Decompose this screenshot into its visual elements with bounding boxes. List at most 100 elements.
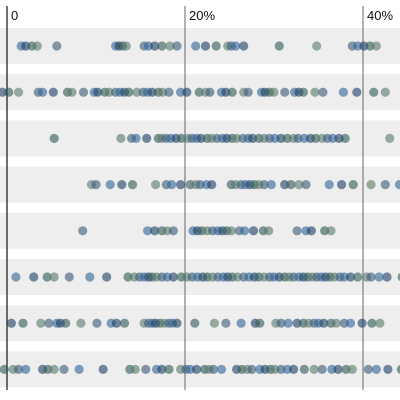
data-point [292,318,302,328]
data-point [11,272,21,282]
data-point [294,180,304,190]
data-point [192,364,202,374]
data-point [240,226,250,236]
data-point [338,87,348,97]
data-point [124,87,134,97]
data-point [337,180,347,190]
data-point [117,180,127,190]
data-point [119,318,130,328]
data-point [209,318,219,328]
data-point [150,41,160,51]
data-point [357,318,367,328]
data-point [266,180,276,190]
data-point [4,87,14,97]
data-point [52,41,62,51]
data-point [157,41,167,51]
data-point [243,87,253,97]
data-point [286,180,296,190]
data-point [380,180,390,190]
x-tick-labels: 0 20% 40% [11,8,393,23]
data-point [276,318,286,328]
data-point [320,226,330,236]
data-point [49,133,59,143]
data-point [276,133,286,143]
data-point [298,87,308,97]
data-point [221,87,231,97]
data-point [151,180,161,190]
data-point [59,364,69,374]
data-point [105,180,115,190]
data-point [78,87,89,97]
data-point [116,133,126,143]
data-point [385,133,395,143]
data-point [289,364,299,374]
data-point [317,364,327,374]
data-point [185,364,195,374]
data-point [299,364,309,374]
data-point [168,272,178,282]
data-point [200,41,211,51]
data-point [74,364,84,374]
data-point [49,272,59,282]
data-point [36,318,46,328]
data-point [221,318,231,328]
data-point [306,226,316,236]
data-point [348,180,358,190]
data-point [168,226,178,236]
data-point [293,133,303,143]
data-point [396,364,400,374]
data-point [259,180,269,190]
data-point [269,87,279,97]
data-point [366,180,376,190]
data-point [48,87,58,97]
data-point [208,364,219,374]
data-point [85,272,95,282]
data-points [0,41,400,374]
data-point [176,180,186,190]
data-point [18,318,28,328]
data-point [248,226,259,236]
data-point [38,87,48,97]
data-point [143,226,153,236]
data-point [164,364,174,374]
data-point [239,41,249,51]
data-point [310,87,320,97]
data-point [76,318,86,328]
data-point [130,364,140,374]
data-point [369,87,379,97]
data-point [345,318,356,328]
data-point [21,364,31,374]
data-point [142,133,152,143]
data-point [366,272,376,282]
data-point [167,180,177,190]
data-point [49,364,59,374]
data-point [328,133,338,143]
data-point [6,318,17,328]
data-point [371,364,381,374]
data-point [194,87,204,97]
data-point [311,133,321,143]
data-point [397,272,400,282]
data-point [172,318,182,328]
data-point [292,226,302,236]
data-point [394,180,400,190]
data-point [382,272,392,282]
data-point [191,41,201,51]
data-point [121,41,131,51]
data-point [331,318,341,328]
x-tick-label: 0 [11,8,18,23]
data-point [248,133,258,143]
data-point [340,133,350,143]
data-point [226,226,236,236]
data-point [165,41,175,51]
data-point [319,318,329,328]
data-point [123,272,133,282]
data-point [64,272,74,282]
data-point [32,41,42,51]
data-point [150,226,160,236]
data-point [127,180,138,190]
data-point [29,272,39,282]
x-tick-label: 40% [367,8,393,23]
row-bands [0,28,400,388]
